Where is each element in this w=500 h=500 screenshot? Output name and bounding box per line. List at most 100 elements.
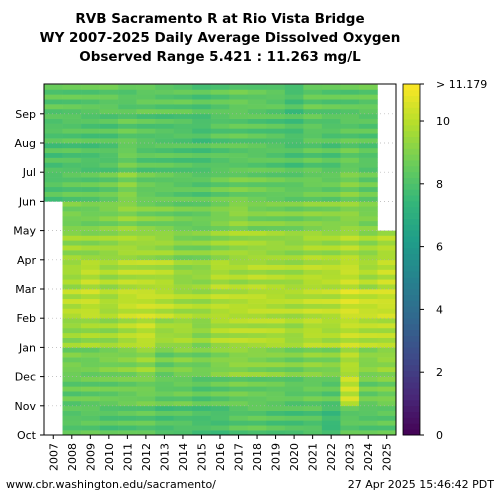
heatmap-cell-2010-Jun [99,196,119,202]
heatmap-cell-2025-Apr [377,230,397,236]
heatmap-cell-2010-Nov [99,391,119,397]
heatmap-cell-2015-Oct [192,405,212,411]
heatmap-cell-2023-Jan [340,332,360,338]
heatmap-cell-2010-Jul [99,152,119,158]
heatmap-cell-2017-Jan [229,337,249,343]
heatmap-cell-2023-Jan [340,323,360,329]
colorbar-segment [403,142,420,149]
heatmap-cell-2015-Sep [192,84,212,90]
heatmap-cell-2013-Dec [155,366,174,373]
heatmap-cell-2010-Nov [99,400,119,407]
heatmap-cell-2021-Jan [303,342,323,348]
heatmap-cell-2009-Mar [81,264,100,270]
heatmap-cell-2020-Dec [284,347,304,353]
heatmap-cell-2016-Oct [210,425,230,431]
heatmap-cell-2024-Jun [358,196,378,202]
heatmap-cell-2008-Dec [62,352,82,358]
heatmap-cell-2013-Jun [155,196,174,202]
heatmap-cell-2008-Feb [62,293,82,300]
heatmap-cell-2016-Aug [210,138,230,144]
heatmap-cell-2016-Sep [210,99,230,105]
colorbar-segment [403,165,420,173]
heatmap-cell-2010-Dec [99,357,119,363]
heatmap-cell-2021-Feb [303,298,323,304]
heatmap-cell-2012-Sep [136,99,156,105]
heatmap-cell-2008-Dec [62,371,82,377]
heatmap-cell-2008-Mar [62,274,82,280]
heatmap-cell-2014-Aug [173,118,193,124]
heatmap-cell-2017-Apr [229,230,249,236]
heatmap-cell-2018-Dec [247,347,267,353]
heatmap-cell-2011-Jul [118,167,137,173]
heatmap-cell-2016-Nov [210,376,230,382]
heatmap-cell-2017-Oct [229,420,249,426]
heatmap-cell-2025-Feb [377,308,397,314]
heatmap-cell-2023-Jun [340,172,360,178]
heatmap-cell-2016-Jan [210,342,230,348]
heatmap-cell-2015-Mar [192,259,212,265]
heatmap-cell-2021-Sep [303,94,323,100]
heatmap-cell-2020-Feb [284,289,304,295]
heatmap-cell-2023-Nov [340,396,360,402]
heatmap-cell-2018-Jun [247,191,267,197]
heatmap-cell-2023-Jul [340,157,360,163]
heatmap-cell-2009-Mar [81,284,100,290]
heatmap-cell-2019-Apr [266,240,286,246]
heatmap-cell-2013-Jun [155,186,174,192]
heatmap-cell-2019-Dec [266,366,286,373]
heatmap-cell-2021-Nov [303,381,323,387]
heatmap-cell-2008-Apr [62,235,82,241]
heatmap-cell-2019-Feb [266,293,286,300]
heatmap-cell-2011-Nov [118,396,137,402]
heatmap-cell-2009-Mar [81,274,100,280]
heatmap-cell-2009-Sep [81,89,100,95]
heatmap-cell-2012-Sep [136,108,156,115]
heatmap-cell-2025-Oct [377,420,397,426]
heatmap-cell-2015-Nov [192,391,212,397]
heatmap-cell-2010-Mar [99,259,119,265]
heatmap-cell-2013-Dec [155,362,174,368]
heatmap-cell-2024-Feb [358,303,378,309]
heatmap-cell-2013-Feb [155,293,174,300]
heatmap-cell-2025-Jan [377,318,397,324]
heatmap-cell-2014-Nov [173,391,193,397]
heatmap-cell-2007-Sep [44,108,63,115]
heatmap-cell-2009-Feb [81,298,100,304]
heatmap-cell-2012-May [136,225,156,231]
heatmap-cell-2016-Aug [210,118,230,124]
heatmap-cell-2024-Feb [358,293,378,300]
heatmap-cell-2008-Apr [62,230,82,236]
heatmap-cell-2009-Sep [81,104,100,110]
heatmap-cell-2017-Jan [229,342,249,348]
heatmap-cell-2009-Sep [81,94,100,100]
heatmap-cell-2024-Aug [358,113,378,119]
heatmap-cell-2021-Mar [303,264,323,270]
colorbar-segment [403,376,420,383]
heatmap-cell-2024-Jul [358,157,378,163]
heatmap-cell-2019-Jun [266,172,286,178]
heatmap-cell-2014-May [173,206,193,212]
x-tick-label-2025: 2025 [381,443,394,471]
heatmap-cell-2018-Oct [247,420,267,426]
heatmap-cell-2023-Jul [340,162,360,168]
heatmap-cell-2009-Oct [81,415,100,421]
heatmap-cell-2019-Apr [266,254,286,261]
x-tick-label-2007: 2007 [47,443,60,471]
heatmap-cell-2010-May [99,216,119,222]
heatmap-cell-2012-Dec [136,357,156,363]
heatmap-cell-2013-Jun [155,172,174,178]
heatmap-cell-2018-Feb [247,298,267,304]
colorbar-segment [403,335,420,342]
heatmap-cell-2010-Dec [99,352,119,358]
heatmap-cell-2014-Aug [173,128,193,134]
heatmap-cell-2025-Dec [377,347,397,353]
heatmap-cell-2011-Jan [118,332,137,338]
heatmap-cell-2020-Mar [284,259,304,265]
heatmap-cell-2009-Apr [81,230,100,236]
heatmap-cell-2021-Jul [303,167,323,173]
heatmap-cell-2019-Sep [266,99,286,105]
heatmap-cell-2021-Dec [303,366,323,373]
colorbar-segment [403,241,420,249]
heatmap-cell-2014-Dec [173,357,193,363]
heatmap-cell-2025-Feb [377,313,397,319]
